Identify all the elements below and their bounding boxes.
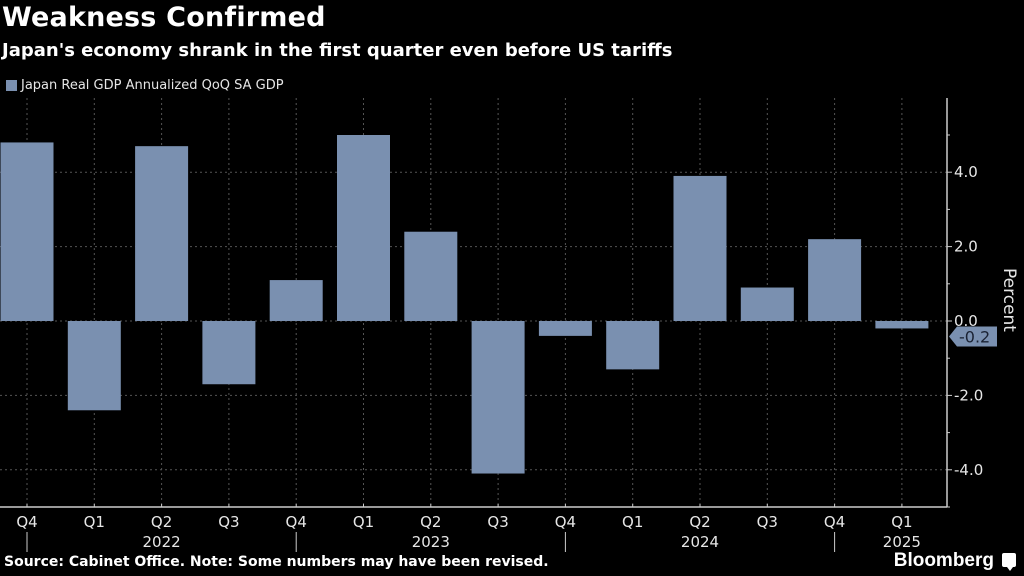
- bar: [0, 142, 54, 321]
- x-year-label: 2025: [883, 533, 921, 551]
- bar: [673, 175, 727, 321]
- x-tick-label: Q4: [824, 513, 845, 531]
- x-tick-label: Q1: [622, 513, 643, 531]
- bar: [67, 321, 121, 411]
- x-tick-label: Q4: [555, 513, 576, 531]
- x-tick-label: Q2: [151, 513, 172, 531]
- bar: [606, 321, 660, 370]
- y-tick-label: 4.0: [954, 163, 978, 181]
- x-year-label: 2023: [412, 533, 450, 551]
- x-tick-label: Q3: [218, 513, 239, 531]
- x-tick-label: Q2: [420, 513, 441, 531]
- bar: [404, 231, 458, 321]
- tick-labels: -4.0 -2.0 2.0 4.0 0.0-0.2 Percent Q4 Q1 Q2 Q3 Q4 Q1…: [16, 163, 1019, 551]
- chart-bubble-icon: [1002, 553, 1016, 571]
- y-tick-label: 2.0: [954, 238, 978, 256]
- bar: [538, 321, 592, 336]
- x-tick-label: Q2: [689, 513, 710, 531]
- bar: [471, 321, 525, 474]
- bar: [337, 135, 390, 321]
- legend-label: Japan Real GDP Annualized QoQ SA GDP: [21, 78, 284, 93]
- y-tick-label: -2.0: [954, 386, 983, 404]
- x-year-label: 2024: [681, 533, 719, 551]
- x-tick-label: Q4: [286, 513, 307, 531]
- bar: [135, 146, 189, 321]
- bar: [808, 239, 862, 321]
- legend: Japan Real GDP Annualized QoQ SA GDP: [6, 78, 284, 93]
- last-value-label: -0.2: [959, 327, 990, 346]
- y-axis-title: Percent: [999, 268, 1019, 332]
- x-tick-label: Q1: [84, 513, 105, 531]
- bar: [269, 280, 323, 321]
- x-tick-label: Q1: [353, 513, 374, 531]
- legend-swatch: [6, 80, 17, 91]
- bar: [740, 287, 794, 321]
- bar: [202, 321, 256, 385]
- chart-subtitle: Japan's economy shrank in the first quar…: [2, 40, 673, 61]
- chart-title: Weakness Confirmed: [2, 2, 326, 33]
- x-tick-label: Q4: [16, 513, 37, 531]
- last-value-callout: [949, 326, 997, 347]
- x-tick-label: Q3: [757, 513, 778, 531]
- x-tick-label: Q3: [487, 513, 508, 531]
- y-tick-label: 0.0: [954, 312, 978, 330]
- brand-logo: Bloomberg: [893, 550, 994, 571]
- y-tick-label: -4.0: [954, 461, 983, 479]
- source-note: Source: Cabinet Office. Note: Some numbe…: [4, 554, 549, 570]
- axes: [0, 98, 952, 552]
- x-tick-label: Q1: [891, 513, 912, 531]
- x-year-label: 2022: [143, 533, 181, 551]
- bar: [875, 321, 929, 329]
- bars: [0, 135, 929, 474]
